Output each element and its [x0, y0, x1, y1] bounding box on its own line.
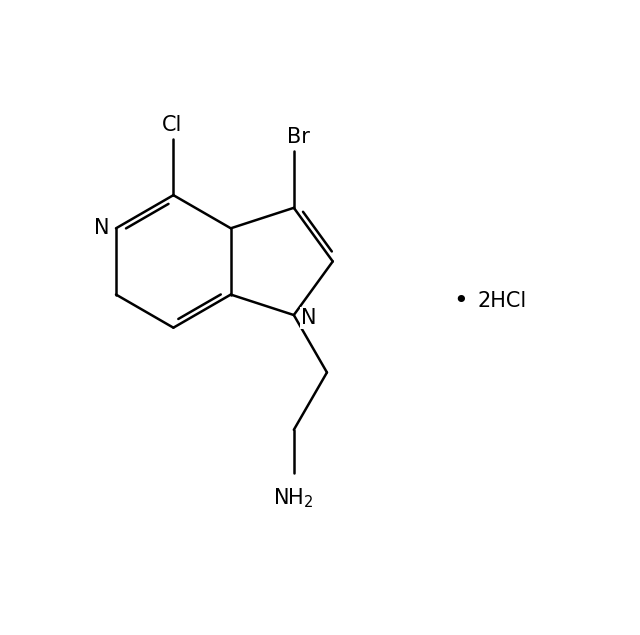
Text: N: N: [301, 307, 316, 328]
Text: Br: Br: [287, 127, 310, 147]
Text: •: •: [453, 288, 468, 312]
Text: NH$_2$: NH$_2$: [273, 486, 314, 510]
Text: Cl: Cl: [161, 114, 182, 135]
Text: 2HCl: 2HCl: [477, 290, 527, 311]
Text: N: N: [93, 218, 109, 238]
